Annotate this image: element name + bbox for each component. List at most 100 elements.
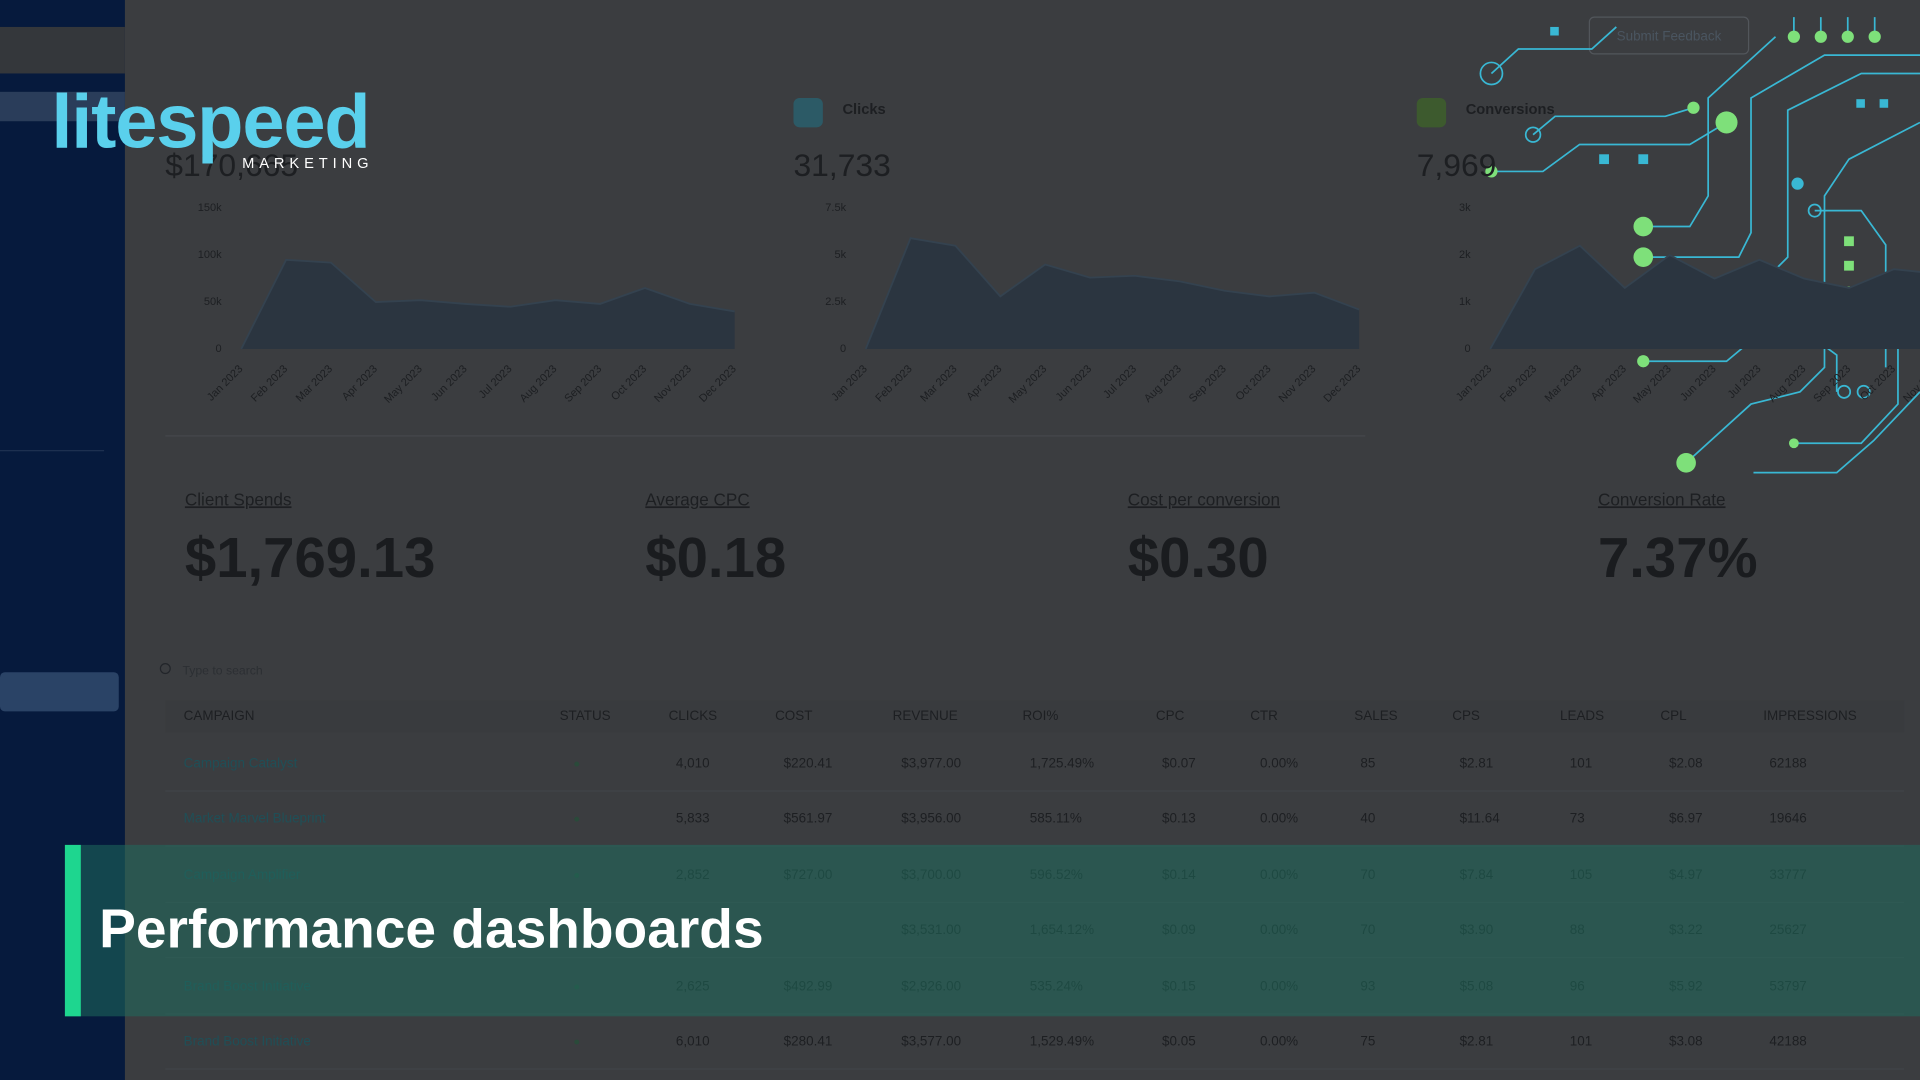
kpi-value: $0.30 — [1128, 526, 1269, 589]
circuit-decoration — [1490, 17, 1920, 474]
kpi-value: $0.18 — [645, 526, 786, 589]
campaign-link: Market Marvel Blueprint — [184, 811, 326, 826]
y-tick-label: 2k — [1459, 249, 1471, 261]
banner-accent — [64, 844, 81, 1017]
kpi-label: Conversion Rate — [1598, 489, 1726, 509]
table-cell: $0.13 — [1162, 811, 1196, 826]
area-fill — [865, 238, 1360, 349]
column-header: SALES — [1354, 708, 1397, 723]
kpi-label: Average CPC — [645, 489, 749, 509]
y-tick-label: 150k — [198, 202, 222, 214]
banner-bg — [64, 844, 1920, 1017]
column-header: STATUS — [560, 708, 611, 723]
table-cell: $2.08 — [1669, 756, 1703, 771]
table-cell: $0.07 — [1162, 756, 1196, 771]
table-cell: 1,725.49% — [1030, 756, 1094, 771]
area-fill — [1490, 245, 1920, 349]
kpi-label: Client Spends — [185, 489, 292, 509]
y-tick-label: 7.5k — [825, 202, 846, 214]
feedback-label[interactable]: Submit Feedback — [1617, 28, 1722, 43]
area-line — [240, 258, 735, 350]
table-cell: $220.41 — [784, 756, 833, 771]
column-header: IMPRESSIONS — [1763, 708, 1856, 723]
table-cell: 5,833 — [676, 811, 710, 826]
table-cell: $2.81 — [1460, 1034, 1494, 1049]
table-cell: $3,577.00 — [901, 1034, 961, 1049]
column-header: CAMPAIGN — [184, 708, 255, 723]
table-cell: 85 — [1360, 756, 1375, 771]
area-line — [1489, 244, 1920, 350]
table-cell: $561.97 — [784, 811, 833, 826]
table-cell: 0.00% — [1260, 811, 1298, 826]
y-tick-label: 0 — [1464, 343, 1470, 355]
search-icon — [159, 663, 171, 675]
table-cell: 4,010 — [676, 756, 710, 771]
kpi-value: $1,769.13 — [185, 526, 436, 589]
column-header: ROI% — [1022, 708, 1058, 723]
table-cell: 1,529.49% — [1030, 1034, 1094, 1049]
table-cell: 40 — [1360, 811, 1375, 826]
table-cell: 42188 — [1769, 1034, 1806, 1049]
sidebar-header — [0, 26, 125, 74]
table-cell: $280.41 — [784, 1034, 833, 1049]
column-header: CPC — [1156, 708, 1185, 723]
status-dot — [574, 816, 580, 822]
circuit-squares — [1550, 26, 1889, 190]
column-header: CLICKS — [669, 708, 718, 723]
table-cell: 75 — [1360, 1034, 1375, 1049]
table-cell: $0.05 — [1162, 1034, 1196, 1049]
y-tick-label: 50k — [204, 296, 222, 308]
column-header: COST — [775, 708, 812, 723]
y-tick-label: 1k — [1459, 296, 1471, 308]
column-header: CPS — [1452, 708, 1480, 723]
table-cell: $3.08 — [1669, 1034, 1703, 1049]
table-cell: 73 — [1570, 811, 1585, 826]
circuit-rings — [1479, 61, 1871, 399]
table-header-bg — [165, 700, 1905, 733]
feedback-button[interactable] — [1588, 16, 1750, 55]
search-input: Type to search — [182, 663, 262, 677]
status-dot — [574, 761, 580, 767]
y-tick-label: 0 — [215, 343, 221, 355]
table-cell: $2.81 — [1460, 756, 1494, 771]
column-header: CTR — [1250, 708, 1278, 723]
logo-tagline: MARKETING — [242, 156, 373, 172]
table-cell: 101 — [1570, 1034, 1592, 1049]
y-tick-label: 100k — [198, 249, 222, 261]
card-total: 7,969 — [1417, 147, 1497, 183]
card-label: Conversions — [1466, 102, 1555, 118]
table-cell: 101 — [1570, 756, 1592, 771]
table-cell: 0.00% — [1260, 1034, 1298, 1049]
card-icon — [793, 97, 823, 128]
banner-title: Performance dashboards — [99, 898, 763, 960]
table-cell: 0.00% — [1260, 756, 1298, 771]
table-cell: 19646 — [1769, 811, 1806, 826]
card-total: $170,665 — [165, 147, 298, 183]
campaign-link: Brand Boost Initiative — [184, 1034, 311, 1049]
area-fill — [241, 259, 735, 349]
column-header: REVENUE — [893, 708, 958, 723]
table-cell: $3,977.00 — [901, 756, 961, 771]
card-label: Clicks — [842, 102, 885, 118]
status-dot — [574, 1039, 580, 1045]
card-total: 31,733 — [793, 147, 890, 183]
card-icon — [1416, 97, 1447, 128]
logo: litespeed — [51, 79, 369, 164]
table-cell: $11.64 — [1460, 811, 1501, 826]
table-cell: $6.97 — [1669, 811, 1703, 826]
kpi-value: 7.37% — [1598, 526, 1758, 589]
table-cell: 585.11% — [1030, 811, 1082, 826]
kpi-label: Cost per conversion — [1128, 489, 1280, 509]
table-cell: 6,010 — [676, 1034, 710, 1049]
y-tick-label: 2.5k — [825, 296, 846, 308]
table-cell: $3,956.00 — [901, 811, 961, 826]
sidebar-active — [0, 672, 119, 712]
column-header: LEADS — [1560, 708, 1604, 723]
y-tick-label: 0 — [840, 343, 846, 355]
column-header: CPL — [1660, 708, 1687, 723]
y-tick-label: 3k — [1459, 202, 1471, 214]
table-cell: 62188 — [1769, 756, 1806, 771]
campaign-link: Campaign Catalyst — [184, 756, 298, 771]
